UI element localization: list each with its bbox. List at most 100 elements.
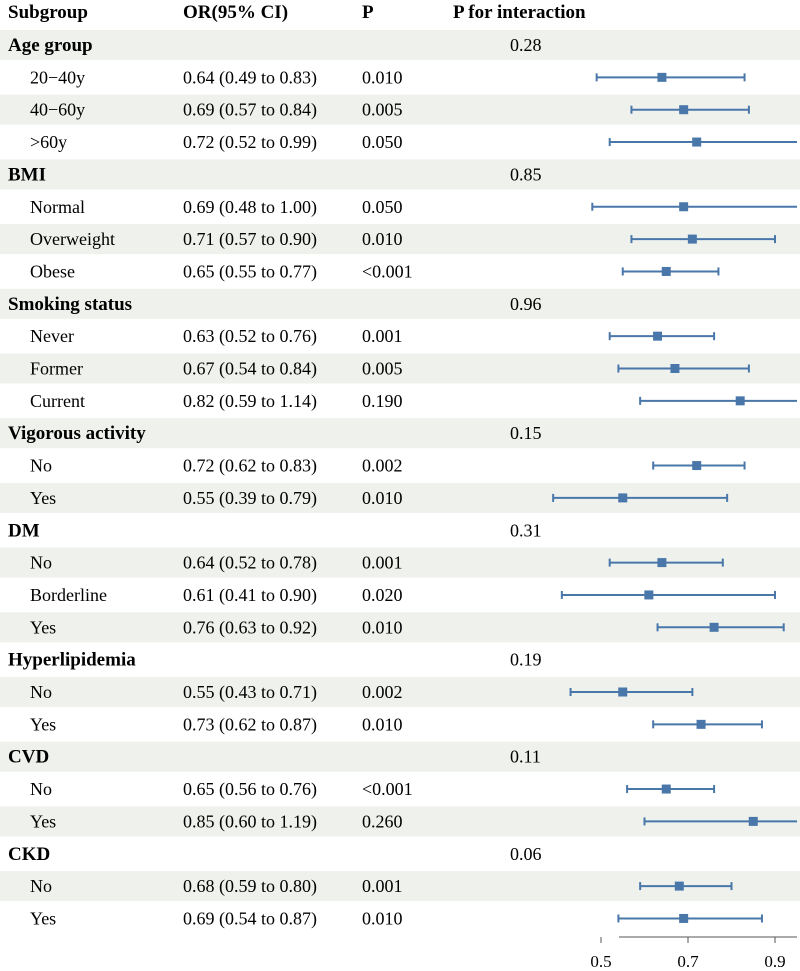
p-value: 0.010 (362, 488, 403, 508)
group-label: BMI (8, 164, 46, 185)
or-point (748, 816, 758, 826)
or-point (679, 105, 689, 115)
subgroup-label: No (30, 553, 52, 573)
subgroup-label: >60y (30, 132, 67, 152)
or-point (653, 331, 663, 341)
or-ci-value: 0.64 (0.52 to 0.78) (183, 553, 317, 574)
or-ci-value: 0.69 (0.57 to 0.84) (183, 100, 317, 121)
p-value: 0.001 (362, 876, 403, 896)
header-p: P (362, 2, 374, 23)
subgroup-label: No (30, 682, 52, 702)
row-band (0, 418, 800, 449)
or-point (670, 364, 680, 373)
p-value: 0.005 (362, 100, 403, 120)
or-ci-value: 0.71 (0.57 to 0.90) (183, 229, 317, 250)
p-value: 0.050 (362, 197, 403, 217)
p-interaction-value: 0.11 (510, 747, 541, 767)
row-band (0, 741, 800, 772)
or-ci-value: 0.85 (0.60 to 1.19) (183, 811, 317, 832)
or-ci-value: 0.72 (0.52 to 0.99) (183, 132, 317, 153)
header-or: OR(95% CI) (183, 2, 288, 23)
p-interaction-value: 0.31 (510, 520, 542, 540)
or-ci-value: 0.55 (0.39 to 0.79) (183, 488, 317, 509)
or-ci-value: 0.76 (0.63 to 0.92) (183, 617, 317, 638)
subgroup-label: No (30, 456, 52, 476)
p-interaction-value: 0.96 (510, 294, 542, 314)
or-ci-value: 0.64 (0.49 to 0.83) (183, 67, 317, 88)
forest-plot-area (552, 72, 797, 923)
or-point (674, 881, 684, 891)
subgroup-table: Age group 0.28 20−40y 0.64 (0.49 to 0.83) 0.… (8, 35, 542, 929)
p-value: <0.001 (362, 779, 413, 799)
or-point (679, 202, 689, 212)
or-ci-value: 0.68 (0.59 to 0.80) (183, 876, 317, 897)
column-headers: Subgroup OR(95% CI) P P for interaction (8, 2, 586, 23)
p-value: 0.005 (362, 359, 403, 379)
or-point (657, 72, 667, 82)
subgroup-label: Current (30, 391, 85, 411)
p-interaction-value: 0.19 (510, 650, 542, 670)
subgroup-label: Borderline (30, 585, 107, 605)
or-point (692, 137, 702, 147)
or-point (692, 461, 702, 471)
subgroup-label: Obese (30, 261, 75, 281)
or-ci-value: 0.72 (0.62 to 0.83) (183, 456, 317, 477)
group-label: Hyperlipidemia (8, 650, 136, 671)
row-band (0, 30, 800, 60)
p-interaction-value: 0.15 (510, 423, 542, 443)
x-tick-label: 0.7 (677, 952, 699, 971)
subgroup-label: Yes (30, 488, 56, 508)
subgroup-label: Yes (30, 811, 56, 831)
or-ci-value: 0.73 (0.62 to 0.87) (183, 714, 317, 735)
p-value: 0.020 (362, 585, 403, 605)
subgroup-label: Overweight (30, 229, 115, 249)
subgroup-label: Yes (30, 908, 56, 928)
p-value: 0.010 (362, 908, 403, 928)
p-value: 0.001 (362, 326, 403, 346)
p-value: 0.190 (362, 391, 403, 411)
group-label: CKD (8, 844, 50, 865)
p-value: 0.010 (362, 617, 403, 637)
or-ci-value: 0.69 (0.54 to 0.87) (183, 908, 317, 929)
or-ci-value: 0.67 (0.54 to 0.84) (183, 359, 317, 380)
p-value: 0.010 (362, 714, 403, 734)
or-point (618, 687, 628, 697)
subgroup-label: Never (30, 326, 74, 346)
p-interaction-value: 0.06 (510, 844, 542, 864)
or-ci-value: 0.61 (0.41 to 0.90) (183, 585, 317, 606)
p-value: 0.001 (362, 553, 403, 573)
group-label: Vigorous activity (8, 423, 146, 444)
p-interaction-value: 0.28 (510, 35, 542, 55)
subgroup-label: Yes (30, 714, 56, 734)
p-value: 0.002 (362, 682, 403, 702)
or-point (618, 493, 628, 503)
row-band (0, 159, 800, 190)
row-band (0, 288, 800, 319)
or-ci-value: 0.65 (0.56 to 0.76) (183, 779, 317, 800)
or-point (696, 719, 706, 729)
x-axis: 0.50.70.91.1 (590, 936, 797, 971)
or-point (709, 622, 719, 632)
subgroup-label: Yes (30, 617, 56, 637)
or-ci-value: 0.55 (0.43 to 0.71) (183, 682, 317, 703)
or-point (735, 396, 745, 406)
x-tick-label: 0.5 (590, 952, 611, 971)
or-point (687, 234, 697, 244)
x-tick-label: 0.9 (764, 952, 785, 971)
p-value: 0.010 (362, 229, 403, 249)
group-label: Age group (8, 35, 93, 56)
p-value: 0.010 (362, 67, 403, 87)
header-p-interaction: P for interaction (453, 2, 586, 23)
or-point (661, 266, 671, 276)
or-ci-value: 0.82 (0.59 to 1.14) (183, 391, 317, 412)
p-value: 0.050 (362, 132, 403, 152)
header-subgroup: Subgroup (8, 2, 88, 23)
subgroup-label: 40−60y (30, 100, 85, 120)
p-value: 0.002 (362, 456, 403, 476)
or-ci-value: 0.65 (0.55 to 0.77) (183, 261, 317, 282)
subgroup-label: No (30, 779, 52, 799)
subgroup-label: 20−40y (30, 67, 85, 87)
or-point (644, 590, 654, 600)
subgroup-label: No (30, 876, 52, 896)
